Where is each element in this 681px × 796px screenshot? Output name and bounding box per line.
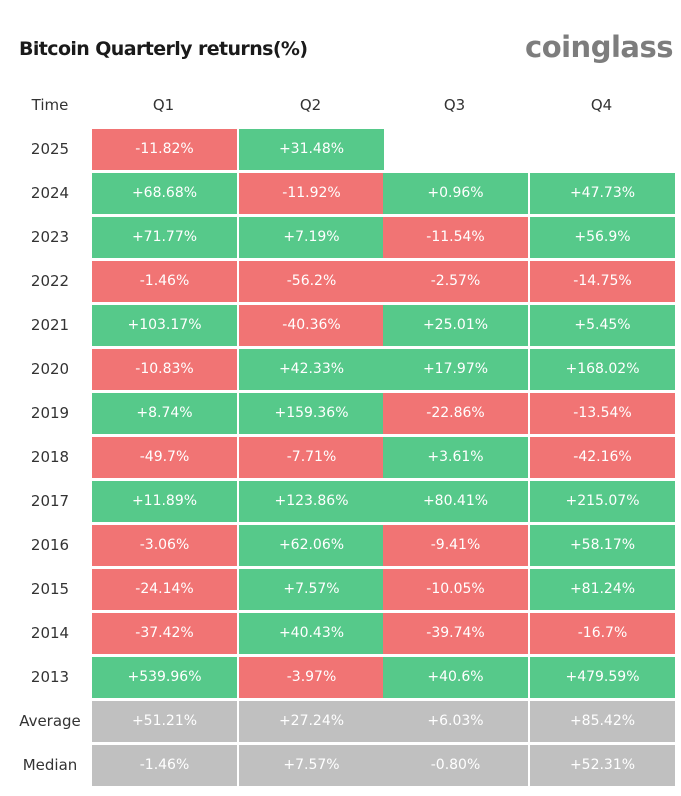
return-cell: -2.57% — [383, 261, 528, 302]
return-cell: -3.97% — [239, 657, 384, 698]
return-cell: -9.41% — [383, 525, 528, 566]
return-cell: -13.54% — [530, 393, 675, 434]
year-label: 2013 — [30, 668, 70, 686]
return-cell: +80.41% — [383, 481, 528, 522]
return-cell: +0.96% — [383, 173, 528, 214]
summary-cell: +6.03% — [383, 701, 528, 742]
return-cell: -10.83% — [92, 349, 237, 390]
summary-cell: +27.24% — [239, 701, 384, 742]
return-cell: +123.86% — [239, 481, 384, 522]
return-cell: -14.75% — [530, 261, 675, 302]
year-label: 2017 — [30, 492, 70, 510]
column-header-q4: Q4 — [590, 96, 613, 114]
year-label: 2024 — [30, 184, 70, 202]
summary-cell: -0.80% — [383, 745, 528, 786]
return-cell: +103.17% — [92, 305, 237, 346]
return-cell: -56.2% — [239, 261, 384, 302]
return-cell: +81.24% — [530, 569, 675, 610]
year-label: 2018 — [30, 448, 70, 466]
return-cell: +17.97% — [383, 349, 528, 390]
return-cell: +215.07% — [530, 481, 675, 522]
return-cell: -49.7% — [92, 437, 237, 478]
year-label: 2022 — [30, 272, 70, 290]
column-header-q3: Q3 — [443, 96, 466, 114]
year-label: 2014 — [30, 624, 70, 642]
return-cell: +25.01% — [383, 305, 528, 346]
return-cell: +3.61% — [383, 437, 528, 478]
year-label: 2019 — [30, 404, 70, 422]
return-cell: +71.77% — [92, 217, 237, 258]
return-cell: +159.36% — [239, 393, 384, 434]
time-column-header: Time — [31, 96, 69, 114]
year-label: 2016 — [30, 536, 70, 554]
return-cell: +62.06% — [239, 525, 384, 566]
column-header-q2: Q2 — [299, 96, 322, 114]
column-header-q1: Q1 — [152, 96, 175, 114]
return-cell: -11.92% — [239, 173, 384, 214]
return-cell: -37.42% — [92, 613, 237, 654]
return-cell: -40.36% — [239, 305, 384, 346]
summary-cell: +52.31% — [530, 745, 675, 786]
return-cell: -7.71% — [239, 437, 384, 478]
return-cell: +58.17% — [530, 525, 675, 566]
return-cell: +539.96% — [92, 657, 237, 698]
return-cell: +5.45% — [530, 305, 675, 346]
return-cell: +168.02% — [530, 349, 675, 390]
return-cell: +479.59% — [530, 657, 675, 698]
return-cell: +7.19% — [239, 217, 384, 258]
return-cell: -11.82% — [92, 129, 237, 170]
return-cell: +7.57% — [239, 569, 384, 610]
return-cell: -11.54% — [383, 217, 528, 258]
return-cell: -1.46% — [92, 261, 237, 302]
return-cell: +40.43% — [239, 613, 384, 654]
return-cell: +40.6% — [383, 657, 528, 698]
summary-cell: -1.46% — [92, 745, 237, 786]
summary-label: Median — [22, 756, 78, 774]
return-cell: -24.14% — [92, 569, 237, 610]
summary-label: Average — [19, 712, 81, 730]
return-cell: -3.06% — [92, 525, 237, 566]
return-cell: +11.89% — [92, 481, 237, 522]
summary-cell: +7.57% — [239, 745, 384, 786]
return-cell: -39.74% — [383, 613, 528, 654]
year-label: 2020 — [30, 360, 70, 378]
year-label: 2023 — [30, 228, 70, 246]
summary-cell: +51.21% — [92, 701, 237, 742]
return-cell: -10.05% — [383, 569, 528, 610]
chart-title: Bitcoin Quarterly returns(%) — [19, 38, 308, 60]
return-cell: +31.48% — [239, 129, 384, 170]
return-cell: +8.74% — [92, 393, 237, 434]
year-label: 2025 — [30, 140, 70, 158]
return-cell: -42.16% — [530, 437, 675, 478]
return-cell: -16.7% — [530, 613, 675, 654]
return-cell: +42.33% — [239, 349, 384, 390]
return-cell: +47.73% — [530, 173, 675, 214]
year-label: 2021 — [30, 316, 70, 334]
return-cell: +68.68% — [92, 173, 237, 214]
summary-cell: +85.42% — [530, 701, 675, 742]
return-cell: +56.9% — [530, 217, 675, 258]
return-cell: -22.86% — [383, 393, 528, 434]
coinglass-logo: coinglass — [525, 30, 674, 64]
year-label: 2015 — [30, 580, 70, 598]
